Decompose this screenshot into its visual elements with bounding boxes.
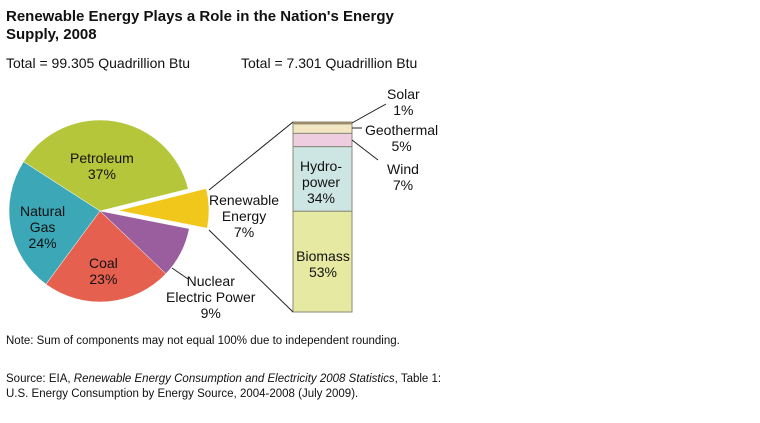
pie-slice-petroleum xyxy=(23,119,189,212)
connector-top xyxy=(208,121,294,191)
pie-slice-nuclear-electric-power xyxy=(99,210,190,275)
natural-gas-label: Natural Gas 24% xyxy=(20,203,66,251)
bar-segment-biomass xyxy=(292,210,353,313)
petroleum-label: Petroleum 37% xyxy=(70,150,134,182)
hydropower-label: Hydro-power 34% xyxy=(300,158,343,206)
solar-leader xyxy=(351,103,387,124)
nuclear-label: Nuclear Electric Power 9% xyxy=(166,273,256,321)
pie-slice-coal xyxy=(45,210,167,303)
bar-segment-wind xyxy=(292,132,353,148)
bar-segment-geothermal xyxy=(292,123,353,134)
pie-slice-natural-gas xyxy=(8,161,101,285)
bar-total-label: Total = 7.301 Quadrillion Btu xyxy=(241,55,418,71)
note-text: Note: Sum of components may not equal 10… xyxy=(6,335,400,347)
biomass-label: Biomass 53% xyxy=(296,248,350,280)
renewable-label: Renewable Energy 7% xyxy=(209,192,280,240)
chart-title: Renewable Energy Plays a Role in the Nat… xyxy=(6,8,394,43)
connector-lines xyxy=(171,103,387,313)
pie-total-label: Total = 99.305 Quadrillion Btu xyxy=(6,55,191,71)
geothermal-label: Geothermal 5% xyxy=(365,122,439,154)
stacked-bar xyxy=(292,121,353,313)
connector-bottom xyxy=(208,229,294,313)
pie-chart xyxy=(8,119,210,303)
pie-slice-renewable-energy xyxy=(117,188,210,229)
wind-leader xyxy=(351,139,379,161)
bar-segment-hydro-power xyxy=(292,146,353,212)
nuclear-leader xyxy=(171,267,189,280)
wind-label: Wind 7% xyxy=(387,161,419,193)
coal-label: Coal 23% xyxy=(89,255,118,287)
source-text: Source: EIA, Renewable Energy Consumptio… xyxy=(6,373,442,400)
solar-label: Solar 1% xyxy=(387,86,420,118)
